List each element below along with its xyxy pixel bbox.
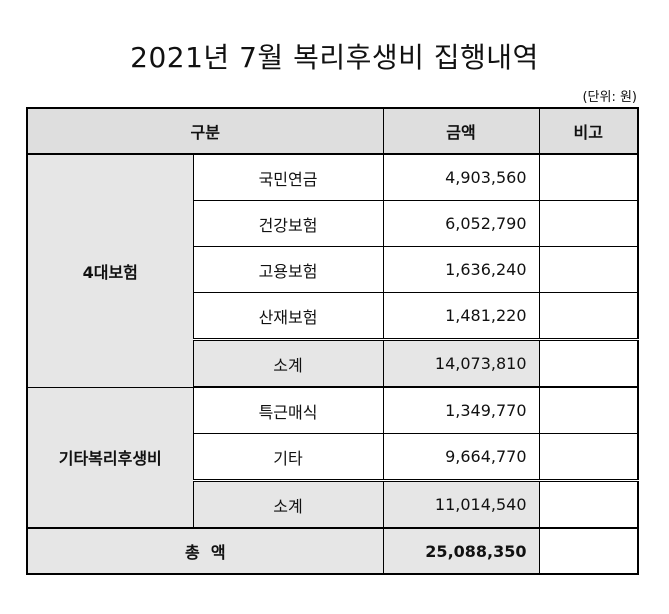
item-name: 국민연금 xyxy=(192,153,384,201)
table-row: 산재보험 1,481,220 xyxy=(27,292,639,340)
header-amount: 금액 xyxy=(382,107,540,155)
total-amount: 25,088,350 xyxy=(382,527,540,575)
subtotal-amount: 11,014,540 xyxy=(382,479,540,529)
item-name: 산재보험 xyxy=(192,292,384,340)
subtotal-label: 소계 xyxy=(192,338,384,388)
item-note xyxy=(538,292,639,340)
table-row: 기타복리후생비 특근매식 1,349,770 xyxy=(26,386,639,529)
item-amount: 1,481,220 xyxy=(382,292,540,340)
group-name: 4대보험 xyxy=(26,153,194,388)
subtotal-amount: 14,073,810 xyxy=(382,338,540,388)
total-row: 총 액 25,088,350 xyxy=(26,527,639,575)
unit-note: (단위: 원) xyxy=(582,90,637,105)
item-amount: 1,636,240 xyxy=(382,246,540,293)
item-amount: 1,349,770 xyxy=(382,386,540,434)
total-label: 총 액 xyxy=(26,527,384,575)
item-note xyxy=(538,153,639,201)
item-name: 특근매식 xyxy=(192,386,384,434)
subtotal-row: 소계 14,073,810 xyxy=(27,338,639,388)
item-note xyxy=(538,200,639,247)
total-note xyxy=(538,527,639,575)
item-note xyxy=(538,433,639,481)
subtotal-note xyxy=(538,338,639,388)
subtotal-row: 소계 11,014,540 xyxy=(27,479,639,529)
item-name: 기타 xyxy=(192,433,384,481)
item-note xyxy=(538,246,639,293)
item-amount: 6,052,790 xyxy=(382,200,540,247)
subtotal-note xyxy=(538,479,639,529)
group-name: 기타복리후생비 xyxy=(26,386,194,529)
header-category: 구분 xyxy=(26,107,384,155)
table-row: 고용보험 1,636,240 xyxy=(27,246,639,293)
item-name: 고용보험 xyxy=(192,246,384,293)
item-amount: 4,903,560 xyxy=(382,153,540,201)
table-row: 4대보험 국민연금 4,903,560 xyxy=(26,153,639,388)
header-note: 비고 xyxy=(538,107,639,155)
item-name: 건강보험 xyxy=(192,200,384,247)
page-title: 2021년 7월 복리후생비 집행내역 xyxy=(130,41,539,74)
table-row: 건강보험 6,052,790 xyxy=(27,200,639,247)
item-note xyxy=(538,386,639,434)
table-header-row: 구분 금액 비고 xyxy=(26,107,639,155)
expense-table: 구분 금액 비고 4대보험 국민연금 4,903,560 건강보험 6,052,… xyxy=(26,107,640,575)
item-amount: 9,664,770 xyxy=(382,433,540,481)
subtotal-label: 소계 xyxy=(192,479,384,529)
